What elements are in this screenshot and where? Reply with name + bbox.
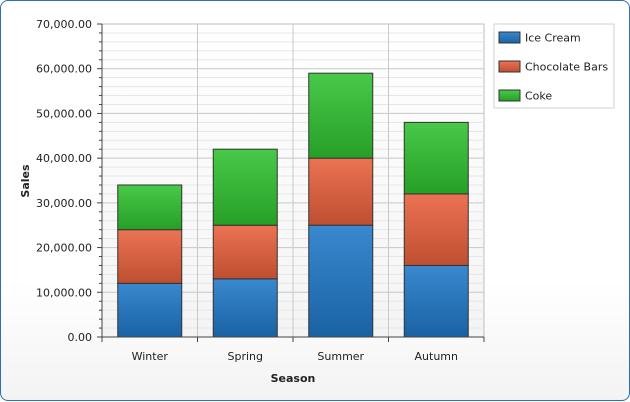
y-tick-label: 10,000.00: [36, 286, 92, 299]
x-tick-label: Autumn: [415, 350, 458, 363]
bars: [117, 72, 469, 338]
bar-summer-coke: [308, 72, 374, 159]
legend-entry-label: Ice Cream: [525, 32, 581, 45]
bar-summer-chocolate-bars: [308, 157, 374, 226]
y-tick-label: 40,000.00: [36, 152, 92, 165]
x-tick-labels: Winter Spring Summer Autumn: [132, 350, 458, 363]
bar-winter-chocolate-bars: [117, 229, 183, 284]
y-tick-label: 60,000.00: [36, 63, 92, 76]
bar-spring-chocolate-bars: [212, 224, 278, 280]
y-tick-label: 50,000.00: [36, 107, 92, 120]
y-tick-label: 20,000.00: [36, 242, 92, 255]
y-axis-title: Sales: [19, 164, 32, 198]
bar-spring-coke: [212, 148, 278, 226]
y-tick-labels: 0.00 10,000.00 20,000.00 30,000.00 40,000.00…: [36, 18, 92, 344]
legend-swatch: [498, 89, 521, 102]
legend-swatch: [498, 60, 521, 73]
bar-spring-ice-cream: [212, 278, 278, 338]
x-tick-label: Spring: [228, 350, 264, 363]
bar-winter-ice-cream: [117, 282, 183, 338]
legend-entry-label: Chocolate Bars: [525, 61, 608, 74]
x-tick-label: Summer: [317, 350, 364, 363]
bar-autumn-chocolate-bars: [403, 193, 469, 266]
legend-swatch: [498, 31, 521, 44]
bar-summer-ice-cream: [308, 224, 374, 338]
axes: [97, 23, 485, 342]
bar-autumn-ice-cream: [403, 264, 469, 338]
bar-winter-coke: [117, 184, 183, 231]
legend: Ice Cream Chocolate Bars Coke: [493, 23, 615, 109]
y-tick-label: 30,000.00: [36, 197, 92, 210]
legend-entry-label: Coke: [525, 90, 552, 103]
y-tick-label: 70,000.00: [36, 18, 92, 31]
y-tick-label: 0.00: [68, 331, 93, 344]
x-axis-title: Season: [271, 372, 316, 385]
x-tick-label: Winter: [132, 350, 169, 363]
bar-autumn-coke: [403, 121, 469, 195]
